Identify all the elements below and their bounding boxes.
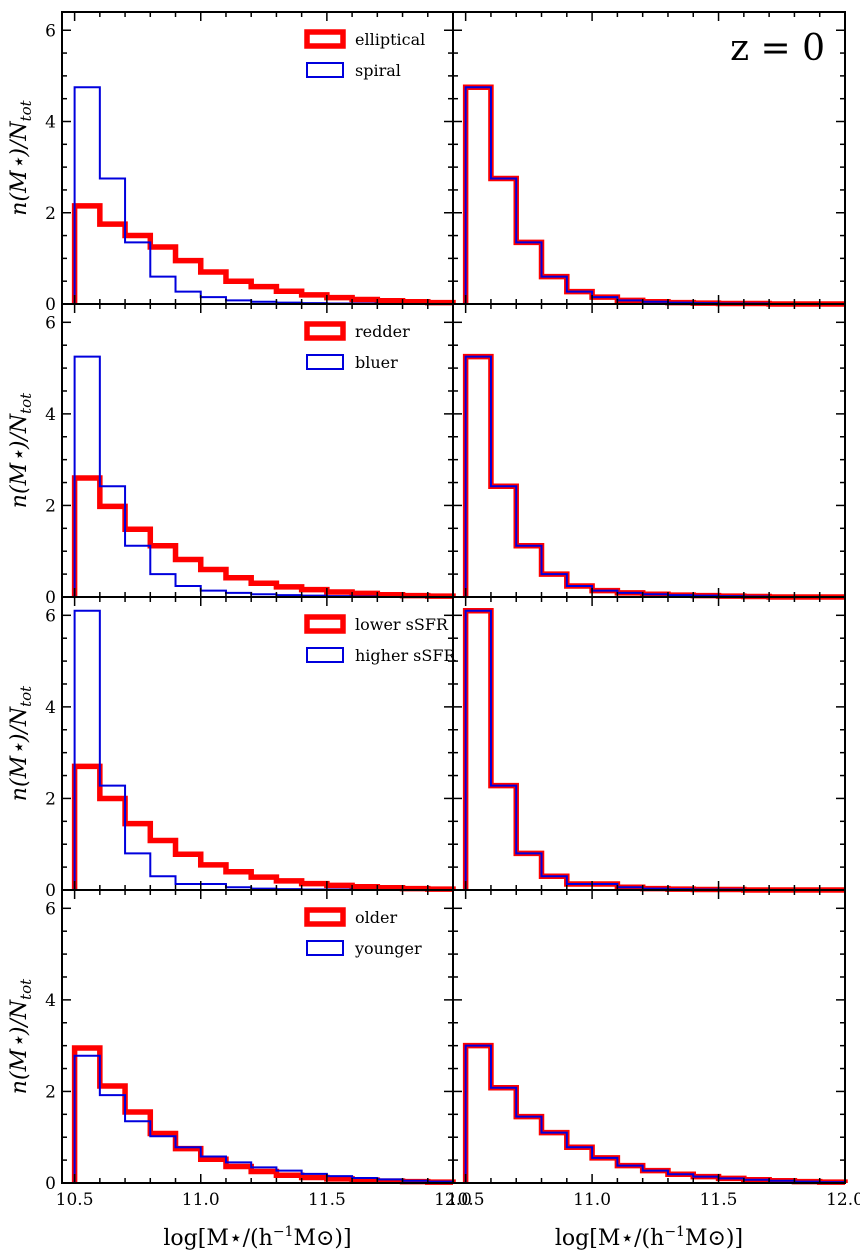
histogram-blue-spiral <box>464 86 845 305</box>
x-tick-label: 11.0 <box>182 1190 220 1210</box>
y-tick-label: 6 <box>45 313 56 333</box>
y-tick-label: 6 <box>45 21 56 41</box>
x-tick-label: 12.0 <box>434 1190 472 1210</box>
legend-label-red: older <box>355 908 397 927</box>
x-tick-label: 11.5 <box>308 1190 346 1210</box>
y-tick-label: 2 <box>45 204 56 224</box>
x-tick-label: 11.0 <box>573 1190 611 1210</box>
y-tick-label: 4 <box>45 991 56 1011</box>
y-tick-label: 2 <box>45 1082 56 1102</box>
legend-swatch-blue <box>306 940 344 956</box>
axes-frame <box>61 889 454 1184</box>
histogram-blue-spiral <box>73 86 453 305</box>
y-tick-label: 4 <box>45 405 56 425</box>
histogram-red-lower-sSFR <box>71 763 456 892</box>
y-axis-title: n(M⋆)/Ntot <box>7 685 35 801</box>
histogram-red-lower-sSFR <box>462 607 845 893</box>
legend-label-blue: higher sSFR <box>355 646 456 665</box>
legend-label-red: redder <box>355 322 410 341</box>
y-tick-label: 2 <box>45 789 56 809</box>
axes-frame <box>61 596 454 891</box>
legend-label-blue: spiral <box>355 61 401 80</box>
y-tick-label: 4 <box>45 113 56 133</box>
y-tick-label: 0 <box>45 1174 56 1194</box>
axes-frame <box>452 303 846 598</box>
legend-label-red: lower sSFR <box>355 615 449 634</box>
legend-swatch-red <box>304 321 346 341</box>
histogram-blue-higher-sSFR <box>464 609 845 891</box>
histogram-red-elliptical <box>71 203 456 306</box>
y-axis-title: n(M⋆)/Ntot <box>7 392 35 508</box>
panel-2-right <box>452 303 846 600</box>
y-tick-label: 6 <box>45 899 56 919</box>
panels: 0 2 4 6 elliptical spiral 0 2 4 6 redder bluer 0 2 4 6 l… <box>45 11 860 1210</box>
panel-1-left: 0 2 4 6 elliptical spiral <box>45 11 456 315</box>
x-axis-title: log[M⋆/(h−1M⊙)] <box>163 1224 351 1251</box>
y-axis-title: n(M⋆)/Ntot <box>7 99 35 215</box>
histogram-red-older <box>462 1042 848 1185</box>
axes-frame <box>452 596 846 891</box>
legend-swatch-red <box>304 614 346 634</box>
panel-4-left: 0 2 4 6 older younger 10.5 11.0 11.5 12.0 <box>45 889 472 1210</box>
x-tick-label: 10.5 <box>56 1190 94 1210</box>
axes-frame <box>61 303 454 598</box>
panel-4-right: 10.5 11.0 11.5 12.0 <box>447 889 860 1210</box>
axes-frame <box>61 11 454 305</box>
legend: lower sSFR higher sSFR <box>304 614 456 665</box>
x-tick-label: 11.5 <box>700 1190 738 1210</box>
legend: redder bluer <box>304 321 410 372</box>
redshift-annotation: z = 0 <box>730 28 825 69</box>
x-tick-label: 10.5 <box>447 1190 485 1210</box>
histogram-blue-younger <box>73 1054 454 1183</box>
y-axis-titles: n(M⋆)/Ntot n(M⋆)/Ntot n(M⋆)/Ntot n(M⋆)/Ntot <box>7 99 35 1094</box>
legend: older younger <box>304 907 422 958</box>
legend-label-red: elliptical <box>355 30 425 49</box>
histogram-red-redder <box>71 475 456 599</box>
y-tick-label: 0 <box>45 588 56 608</box>
y-tick-label: 2 <box>45 496 56 516</box>
legend-swatch-red <box>304 907 346 927</box>
panel-3-right <box>452 596 846 893</box>
axes-frame <box>452 889 846 1184</box>
histogram-red-older <box>71 1045 456 1185</box>
legend-swatch-blue <box>306 62 344 78</box>
histogram-blue-bluer <box>73 355 453 598</box>
legend-swatch-blue <box>306 354 344 370</box>
y-tick-label: 0 <box>45 881 56 901</box>
legend-swatch-blue <box>306 647 344 663</box>
panel-2-left: 0 2 4 6 redder bluer <box>45 303 456 608</box>
x-axis-titles: log[M⋆/(h−1M⊙)] log[M⋆/(h−1M⊙)] <box>163 1224 743 1251</box>
panel-3-left: 0 2 4 6 lower sSFR higher sSFR <box>45 596 456 901</box>
histogram-blue-bluer <box>464 355 845 598</box>
legend-label-blue: younger <box>354 939 422 958</box>
histogram-red-elliptical <box>462 84 845 307</box>
x-tick-label: 12.0 <box>826 1190 860 1210</box>
legend: elliptical spiral <box>304 29 425 80</box>
legend-swatch-red <box>304 29 346 49</box>
x-axis-title: log[M⋆/(h−1M⊙)] <box>555 1224 743 1251</box>
histogram-blue-younger <box>464 1044 846 1184</box>
legend-label-blue: bluer <box>355 353 398 372</box>
y-tick-label: 0 <box>45 295 56 315</box>
y-tick-label: 4 <box>45 698 56 718</box>
y-axis-title: n(M⋆)/Ntot <box>7 978 35 1094</box>
y-tick-label: 6 <box>45 606 56 626</box>
histogram-red-redder <box>462 353 845 600</box>
